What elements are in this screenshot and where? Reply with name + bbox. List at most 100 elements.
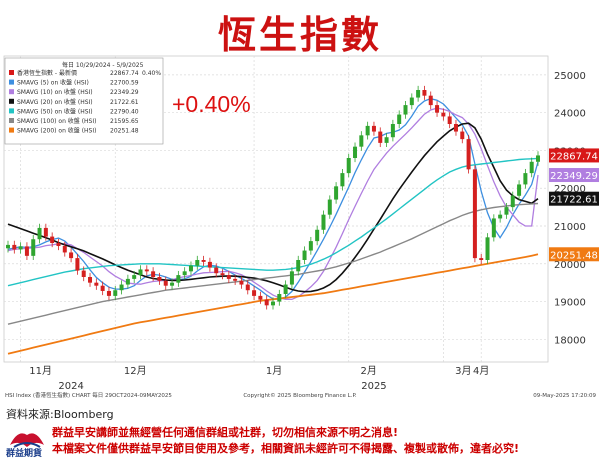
candle-body (264, 299, 269, 306)
legend-swatch (9, 89, 14, 95)
candle-body (378, 131, 383, 143)
candle-body (18, 246, 23, 250)
ma-line-2 (7, 107, 539, 300)
timestamp: 09-May-2025 17:20:09 (533, 393, 596, 399)
legend-swatch (9, 98, 14, 104)
disclaimer-line-1: 群益早安講師並無經營任何通信群組或社群，切勿相信來源不明之消息! (52, 426, 399, 439)
price-tag (549, 148, 599, 163)
x-year-label: 2024 (58, 381, 83, 392)
candle-body (302, 250, 307, 260)
x-month-label: 2月 (361, 365, 377, 377)
candle-body (119, 284, 124, 291)
price-tag-label: 20251.48 (550, 250, 598, 261)
candle-body (498, 214, 503, 219)
candle-body (409, 97, 414, 106)
candle-body (296, 260, 301, 272)
y-tick-label: 19000 (554, 298, 586, 309)
candle-body (94, 282, 99, 286)
candle-body (62, 246, 67, 253)
candle-body (277, 294, 282, 302)
candle-body (435, 105, 440, 113)
candle-body (233, 278, 238, 281)
legend-value: 21722.61 (110, 99, 139, 106)
candle-body (88, 277, 93, 283)
candle-body (472, 169, 477, 259)
legend-swatch (9, 118, 14, 123)
legend-header: 每日 10/29/2024 - 5/9/2025 (62, 61, 144, 69)
disclaimer: 群益早安講師並無經營任何通信群組或社群，切勿相信來源不明之消息! 本檔案文件僅供… (52, 425, 519, 457)
candle-body (157, 277, 162, 281)
source-label: 資料來源:Bloomberg (6, 408, 114, 421)
candle-body (453, 124, 458, 132)
candle-body (340, 173, 345, 187)
candle-body (441, 112, 446, 117)
y-axis-ticks: 2500024000230002200021000200001900018000 (554, 71, 586, 346)
candle-body (315, 229, 320, 242)
candle-body (195, 260, 200, 266)
candle-body (151, 271, 156, 277)
candle-body (113, 290, 118, 296)
candle-body (106, 290, 111, 296)
candle-body (81, 270, 86, 277)
candle-body (50, 236, 55, 243)
ma-line-5 (7, 202, 539, 325)
candle-body (359, 135, 364, 147)
candle-body (397, 114, 402, 124)
legend-value: 22790.40 (110, 108, 139, 115)
y-tick-label: 22000 (554, 184, 586, 195)
price-tag-label: 22349.29 (550, 171, 598, 182)
candle-body (56, 243, 61, 247)
gridlines (4, 56, 548, 362)
x-axis-labels: 11月 12月 1月 2月 3月 4月 2024 2025 (29, 365, 489, 392)
legend-value: 21595.65 (110, 118, 139, 125)
candle-body (144, 269, 149, 272)
candle-body (517, 184, 522, 196)
candle-body (245, 284, 250, 291)
disclaimer-line-2: 本檔案文件僅供群益早安節目使用及參考，相關資訊未經許可不得揭露、複製或散佈，違者… (52, 442, 520, 455)
x-month-label: 1月 (266, 365, 282, 377)
candle-body (485, 237, 490, 260)
y-tick-label: 18000 (554, 335, 586, 346)
candle-body (12, 244, 17, 250)
legend-value: 22700.59 (110, 80, 139, 87)
price-tags: 22867.74 22349.29 21722.61 20251.48 (549, 148, 599, 261)
candle-body (403, 105, 408, 115)
legend-value: 22349.29 (110, 89, 139, 96)
chart-meta: HSI Index (香港恆生指數) CHART 每日 29OCT2024-09… (5, 391, 172, 399)
price-tag (549, 247, 599, 262)
candle-body (371, 125, 376, 132)
candle-body (188, 265, 193, 272)
candle-body (536, 155, 540, 162)
ma-line-3 (7, 122, 539, 293)
candle-body (447, 116, 452, 124)
change-annotation: +0.40% (172, 91, 251, 117)
candle-body (24, 246, 29, 256)
candle-body (214, 267, 219, 274)
x-year-label: 2025 (361, 381, 386, 392)
legend-value: 20251.48 (110, 128, 139, 135)
legend-label: SMAVG (50) on 收盤 (HSI) (17, 107, 93, 115)
candle-body (365, 125, 370, 136)
candle-body (271, 301, 275, 306)
price-tag (549, 191, 599, 206)
candlestick-chart: 2500024000230002200021000200001900018000… (3, 55, 599, 399)
candle-body (491, 218, 496, 238)
candle-body (138, 269, 143, 276)
candle-body (466, 139, 471, 170)
legend-value: 22867.74 (110, 70, 139, 77)
price-tag-label: 22867.74 (550, 151, 598, 162)
candle-body (308, 241, 313, 251)
candle-body (220, 273, 225, 276)
candle-body (31, 239, 36, 256)
x-month-label: 12月 (124, 365, 147, 377)
legend-label: SMAVG (5) on 收盤 (HSI) (17, 79, 89, 87)
page-title: 恆生指數 (217, 13, 382, 57)
x-month-label: 3月 (455, 365, 471, 377)
candle-body (163, 280, 168, 286)
candle-body (460, 131, 465, 140)
x-month-label: 11月 (29, 365, 52, 377)
candle-body (529, 161, 534, 174)
candle-body (321, 214, 326, 230)
candle-body (239, 280, 244, 285)
x-month-label: 4月 (473, 365, 489, 377)
